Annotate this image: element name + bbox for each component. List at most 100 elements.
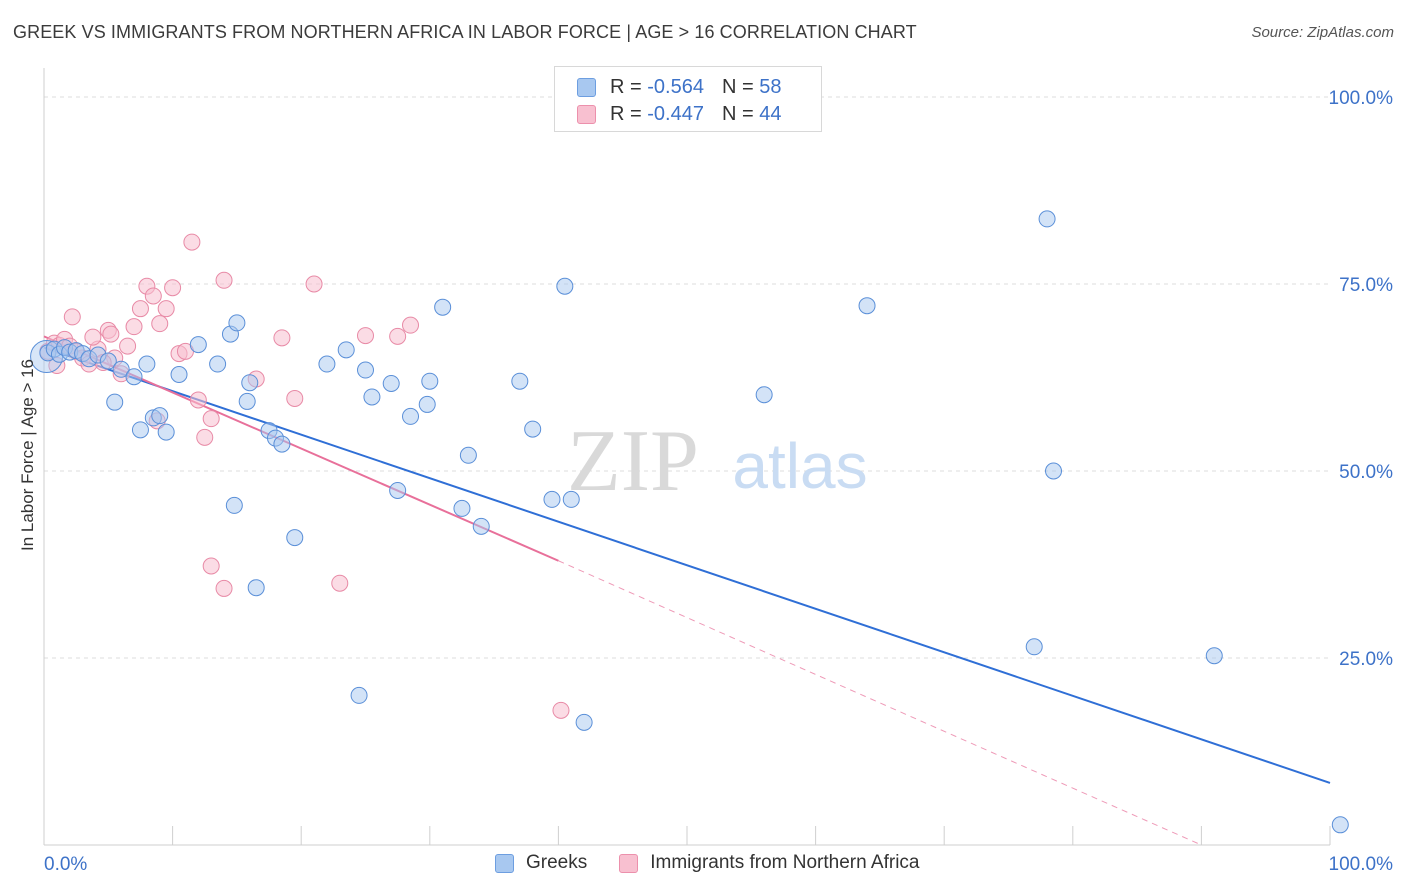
- naf-point: [119, 337, 137, 355]
- greeks-point: [357, 361, 374, 379]
- greeks-point: [1205, 647, 1223, 665]
- greeks-point: [1038, 210, 1056, 228]
- points-greeks: [30, 210, 1349, 834]
- greeks-point: [170, 366, 188, 384]
- legend-label-naf: Immigrants from Northern Africa: [650, 852, 920, 873]
- watermark-zip: ZIP: [567, 413, 699, 510]
- y-axis-label: In Labor Force | Age > 16: [18, 358, 37, 552]
- naf-point: [164, 279, 182, 297]
- greeks-point: [575, 713, 593, 731]
- legend-item-naf[interactable]: Immigrants from Northern Africa: [619, 852, 920, 874]
- n-label: N =: [721, 75, 754, 98]
- naf-point: [144, 287, 162, 305]
- greeks-point: [1025, 638, 1043, 656]
- naf-point: [331, 574, 349, 592]
- naf-point: [402, 316, 420, 334]
- greeks-point: [131, 421, 149, 439]
- n-label: N =: [721, 102, 754, 125]
- naf-point: [125, 318, 143, 336]
- naf-point: [84, 328, 102, 346]
- greeks-point: [453, 499, 471, 517]
- greeks-point: [238, 392, 256, 410]
- greeks-point: [350, 686, 368, 704]
- trend-line-greeks-segment: [43, 346, 1331, 784]
- greeks-point: [189, 336, 207, 354]
- greeks-swatch: [577, 77, 596, 97]
- greeks-point: [157, 423, 175, 441]
- greeks-point: [1045, 462, 1063, 480]
- greeks-point: [99, 352, 117, 370]
- grid-lines: [44, 96, 1330, 659]
- greeks-point: [106, 393, 124, 411]
- naf-point: [305, 275, 323, 293]
- x-tick-label-right: 100.0%: [1329, 854, 1394, 875]
- greeks-point: [273, 435, 291, 453]
- greeks-point: [337, 341, 355, 359]
- series-legend: Greeks Immigrants from Northern Africa: [495, 852, 952, 874]
- greeks-point: [1331, 816, 1349, 834]
- naf-point: [151, 315, 169, 333]
- naf-swatch: [577, 104, 596, 124]
- greeks-point: [421, 372, 439, 390]
- greeks-point: [225, 496, 243, 514]
- y-tick-label: 75.0%: [1339, 275, 1393, 296]
- greeks-point: [247, 579, 265, 597]
- greeks-point: [228, 314, 246, 332]
- naf-point: [273, 329, 291, 347]
- source-label: Source: ZipAtlas.com: [1251, 24, 1394, 41]
- naf-point: [552, 701, 570, 719]
- greeks-point: [472, 517, 490, 535]
- greeks-point: [418, 395, 436, 413]
- r-label: R =: [610, 75, 642, 98]
- greeks-point: [402, 407, 420, 425]
- watermark-atlas: atlas: [732, 430, 867, 502]
- naf-point: [157, 300, 175, 318]
- stats-row-greeks: R = -0.564 N = 58: [577, 74, 781, 100]
- naf-point: [286, 389, 304, 407]
- naf-point: [215, 579, 233, 597]
- greeks-point: [125, 368, 143, 386]
- naf-point: [202, 410, 220, 428]
- naf-point: [389, 327, 407, 345]
- naf-point: [196, 428, 214, 446]
- naf-point: [183, 233, 201, 251]
- r-value: -0.564: [647, 75, 704, 98]
- greeks-point: [543, 490, 561, 508]
- greeks-legend-swatch: [495, 853, 514, 873]
- greeks-point: [562, 490, 580, 508]
- greeks-point: [389, 481, 407, 499]
- naf-point: [202, 557, 220, 575]
- greeks-point: [318, 355, 336, 373]
- greeks-point: [382, 374, 400, 392]
- greeks-point: [434, 298, 452, 316]
- y-tick-label: 25.0%: [1339, 649, 1393, 670]
- legend-item-greeks[interactable]: Greeks: [495, 852, 587, 874]
- n-value: 44: [759, 102, 782, 125]
- greeks-point: [209, 355, 227, 373]
- greeks-point: [112, 360, 130, 378]
- trend-line-naf-dashed: [558, 560, 1202, 846]
- axes: [43, 68, 1331, 846]
- greeks-point: [286, 529, 304, 547]
- naf-point: [357, 327, 374, 345]
- naf-point: [215, 271, 233, 289]
- greeks-point: [151, 407, 169, 425]
- naf-point: [189, 391, 207, 409]
- legend-label-greeks: Greeks: [526, 852, 588, 873]
- greeks-point: [858, 297, 876, 315]
- y-tick-label: 50.0%: [1339, 462, 1393, 483]
- naf-legend-swatch: [619, 853, 639, 873]
- trend-line-greeks: [43, 346, 1331, 784]
- greeks-point: [241, 374, 259, 392]
- stats-legend: R = -0.564 N = 58 R = -0.447 N = 44: [554, 66, 822, 132]
- naf-point: [131, 300, 149, 318]
- greeks-point: [524, 420, 542, 438]
- greeks-point: [556, 277, 574, 295]
- greeks-point: [511, 372, 529, 390]
- greeks-point: [138, 355, 156, 373]
- greeks-point: [459, 446, 477, 464]
- r-value: -0.447: [647, 102, 704, 125]
- x-tick-label-left: 0.0%: [44, 854, 87, 875]
- n-value: 58: [759, 75, 782, 98]
